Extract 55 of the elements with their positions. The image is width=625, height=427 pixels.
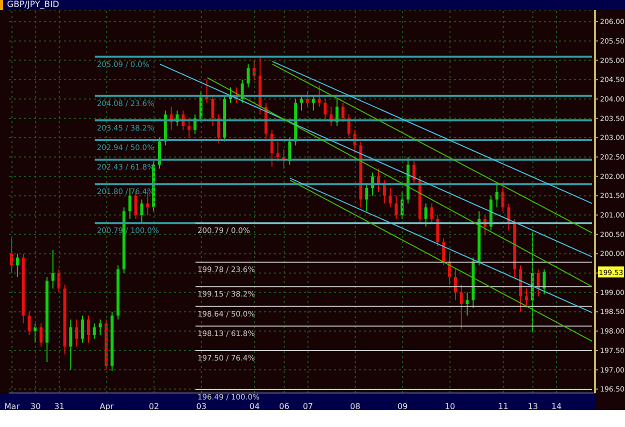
candlestick [34,322,37,344]
x-tick-label: 11 [498,402,508,411]
candlestick [40,322,43,348]
x-tick-label: 06 [279,402,290,411]
x-tick-label: 04 [250,402,260,411]
x-tick-label: 07 [302,402,314,411]
x-tick-label: Apr [100,402,114,411]
x-tick-label: 02 [148,402,160,411]
candlestick [442,238,446,266]
candlestick [324,98,327,119]
candlestick [28,311,31,336]
candlestick [276,141,280,162]
candlestick [92,322,96,340]
candlestick [158,137,161,170]
candlestick [188,118,191,138]
candlestick [424,202,428,228]
candlestick [365,184,368,212]
candlestick [75,318,78,348]
candlestick [16,253,19,278]
candlestick [388,187,392,208]
candlestick [341,102,344,123]
candlestick [430,202,434,224]
candlestick [312,94,315,112]
candlestick [128,187,132,220]
candlestick [81,315,84,344]
candlestick [454,268,457,301]
chart-title: GBP/JPY_BID [0,0,625,10]
candlestick [394,195,398,220]
x-tick-label: 13 [528,402,538,411]
candlestick [211,94,214,127]
candlestick [140,199,144,224]
candlestick [300,94,304,112]
x-tick-label: 10 [444,402,456,411]
x-tick-label: 03 [196,402,206,411]
x-tick-label: 09 [398,402,408,411]
candlestick [288,137,292,166]
x-tick-label: Mar [4,402,20,411]
x-tick-label: 14 [551,402,562,411]
x-tick-label: 31 [54,402,64,411]
candlestick [382,180,386,204]
candlestick [69,318,72,370]
candlestick [460,284,463,330]
candlestick [524,288,528,308]
candlestick [436,214,440,246]
candlestick [536,268,540,297]
candlestick [542,268,546,295]
candlestick [466,292,469,316]
x-tick-label: 30 [30,402,41,411]
candlestick [98,318,102,336]
candlestick [412,160,416,185]
candlestick [86,315,90,344]
candlestick [318,84,321,108]
candlestick [246,64,250,88]
candlestick [51,249,54,290]
x-tick-label: 08 [350,402,360,411]
